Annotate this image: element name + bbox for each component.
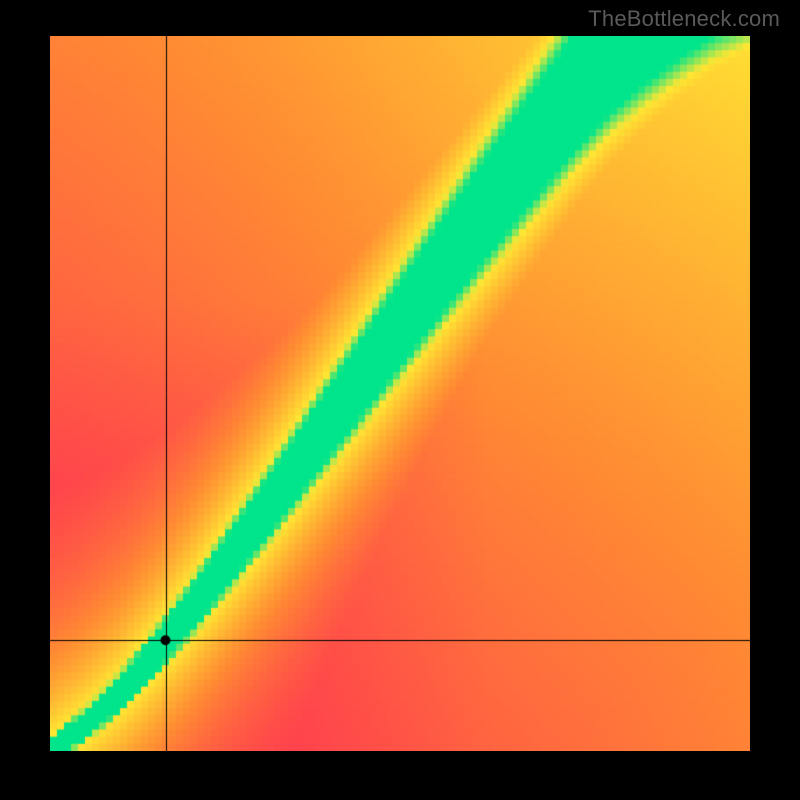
heatmap-canvas xyxy=(50,36,750,751)
watermark-label: TheBottleneck.com xyxy=(588,6,780,32)
bottleneck-heatmap xyxy=(50,36,750,751)
figure-frame: TheBottleneck.com xyxy=(0,0,800,800)
